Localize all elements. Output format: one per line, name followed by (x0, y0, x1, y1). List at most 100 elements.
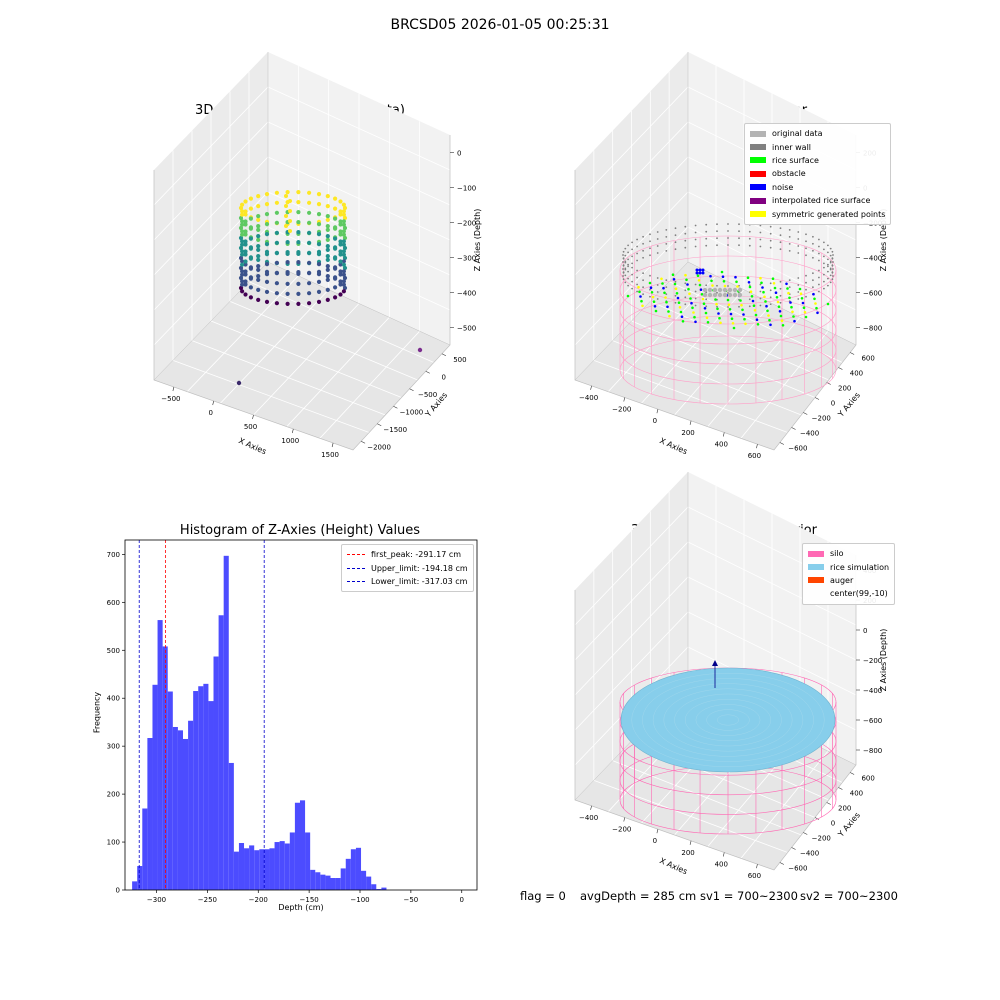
inner-wall-point (827, 265, 829, 268)
inner-wall-point (759, 224, 762, 227)
rice-surface-point (771, 277, 775, 281)
rice-surface-point (637, 285, 640, 289)
histogram-bar (294, 802, 300, 890)
inner-wall-point (631, 273, 633, 276)
raw-data-point (325, 247, 330, 252)
histogram-bar (325, 875, 331, 890)
raw-data-point (338, 222, 343, 227)
inner-wall-point (812, 242, 814, 245)
inner-wall-point (769, 246, 772, 249)
rice-surface-point (703, 307, 707, 310)
y-tick-label: −400 (800, 850, 819, 858)
inner-wall-point (674, 234, 677, 237)
raw-data-point (341, 289, 346, 294)
raw-data-point (285, 270, 290, 275)
inner-wall-point (727, 285, 729, 287)
raw-data-point (296, 250, 301, 255)
box-edge (574, 135, 857, 451)
rice-surface-point (674, 287, 678, 291)
rice-surface-point (676, 296, 680, 300)
raw-data-point (264, 252, 270, 257)
histogram-bar (177, 730, 183, 890)
legend-line (347, 580, 365, 582)
inner-wall-point (788, 229, 791, 231)
raw-data-point (243, 279, 248, 284)
rice-surface-point (773, 286, 777, 290)
rice-surface-point (751, 299, 755, 303)
inner-wall-point (727, 306, 729, 308)
rice-surface-point (689, 297, 692, 300)
rice-surface-point (687, 287, 690, 291)
raw-data-point (296, 200, 301, 205)
inner-wall-point (827, 244, 829, 247)
original-data-point (732, 292, 738, 298)
rice-surface-point (714, 298, 717, 301)
x-tick-label: −50 (403, 896, 418, 904)
rice-surface-point (652, 300, 656, 304)
raw-data-point (316, 192, 322, 197)
histogram-bar (167, 691, 173, 890)
inner-wall-point (665, 243, 668, 245)
rice-surface-point (711, 284, 714, 287)
inner-wall-point (769, 296, 772, 299)
rice-surface-point (680, 315, 684, 319)
x-tick-label: −400 (579, 814, 598, 822)
inner-wall-point (705, 305, 708, 308)
raw-data-point (325, 287, 330, 292)
raw-data-point (243, 262, 248, 267)
x-tick-label: −150 (300, 896, 319, 904)
raw-data-point (248, 226, 253, 231)
inner-wall-point (649, 233, 651, 236)
inner-wall-point (684, 232, 687, 235)
raw-data-point (248, 216, 253, 221)
inner-wall-point (649, 240, 651, 243)
raw-data-point (284, 204, 288, 208)
y-tick (850, 772, 855, 775)
raw-data-point (264, 272, 270, 277)
inner-wall-point (705, 244, 708, 247)
raw-data-point (274, 230, 279, 235)
y-tick (425, 370, 430, 374)
raw-data-point (325, 257, 330, 262)
histogram-bar (305, 832, 311, 890)
raw-data-point (341, 282, 346, 287)
inner-wall-point (716, 230, 718, 233)
x-tick-label: 400 (715, 441, 728, 449)
rice-surface-point (786, 287, 789, 290)
rice-surface-point (667, 310, 670, 313)
inner-wall-point (627, 270, 629, 273)
raw-data-point (338, 269, 343, 274)
raw-data-point (256, 247, 261, 252)
raw-data-point (240, 219, 245, 224)
legend-label: inner wall (772, 142, 812, 152)
inner-wall-point (624, 261, 627, 264)
inner-wall-point (769, 289, 772, 292)
inner-wall-point (624, 274, 627, 277)
raw-data-point (256, 227, 261, 232)
y-tick-label: 600 (861, 355, 874, 363)
legend-label: Upper_limit: -194.18 cm (371, 563, 468, 573)
raw-data-point (296, 281, 301, 286)
x-tick (212, 400, 214, 406)
rice-surface-point (785, 282, 788, 286)
histogram-bar (366, 876, 372, 890)
y-tick-label: 0 (116, 887, 120, 895)
raw-data-point (341, 242, 346, 247)
inner-wall-point (823, 262, 825, 265)
raw-data-point (342, 235, 348, 241)
legend-label: center(99,-10) (830, 589, 888, 599)
rice-surface-point (777, 305, 781, 309)
raw-data-point (333, 246, 338, 251)
silo-wireframe-ring (619, 315, 837, 385)
rice-surface-point (649, 286, 653, 290)
inner-wall-point (694, 224, 697, 227)
raw-data-point (325, 234, 330, 239)
raw-data-point (325, 227, 330, 232)
inner-wall-point (812, 272, 814, 275)
raw-data-point (325, 204, 330, 209)
raw-data-point (338, 232, 343, 237)
raw-data-point (316, 279, 322, 284)
inner-wall-point (829, 254, 832, 257)
raw-data-point (256, 257, 261, 262)
rice-surface-point (690, 301, 693, 305)
